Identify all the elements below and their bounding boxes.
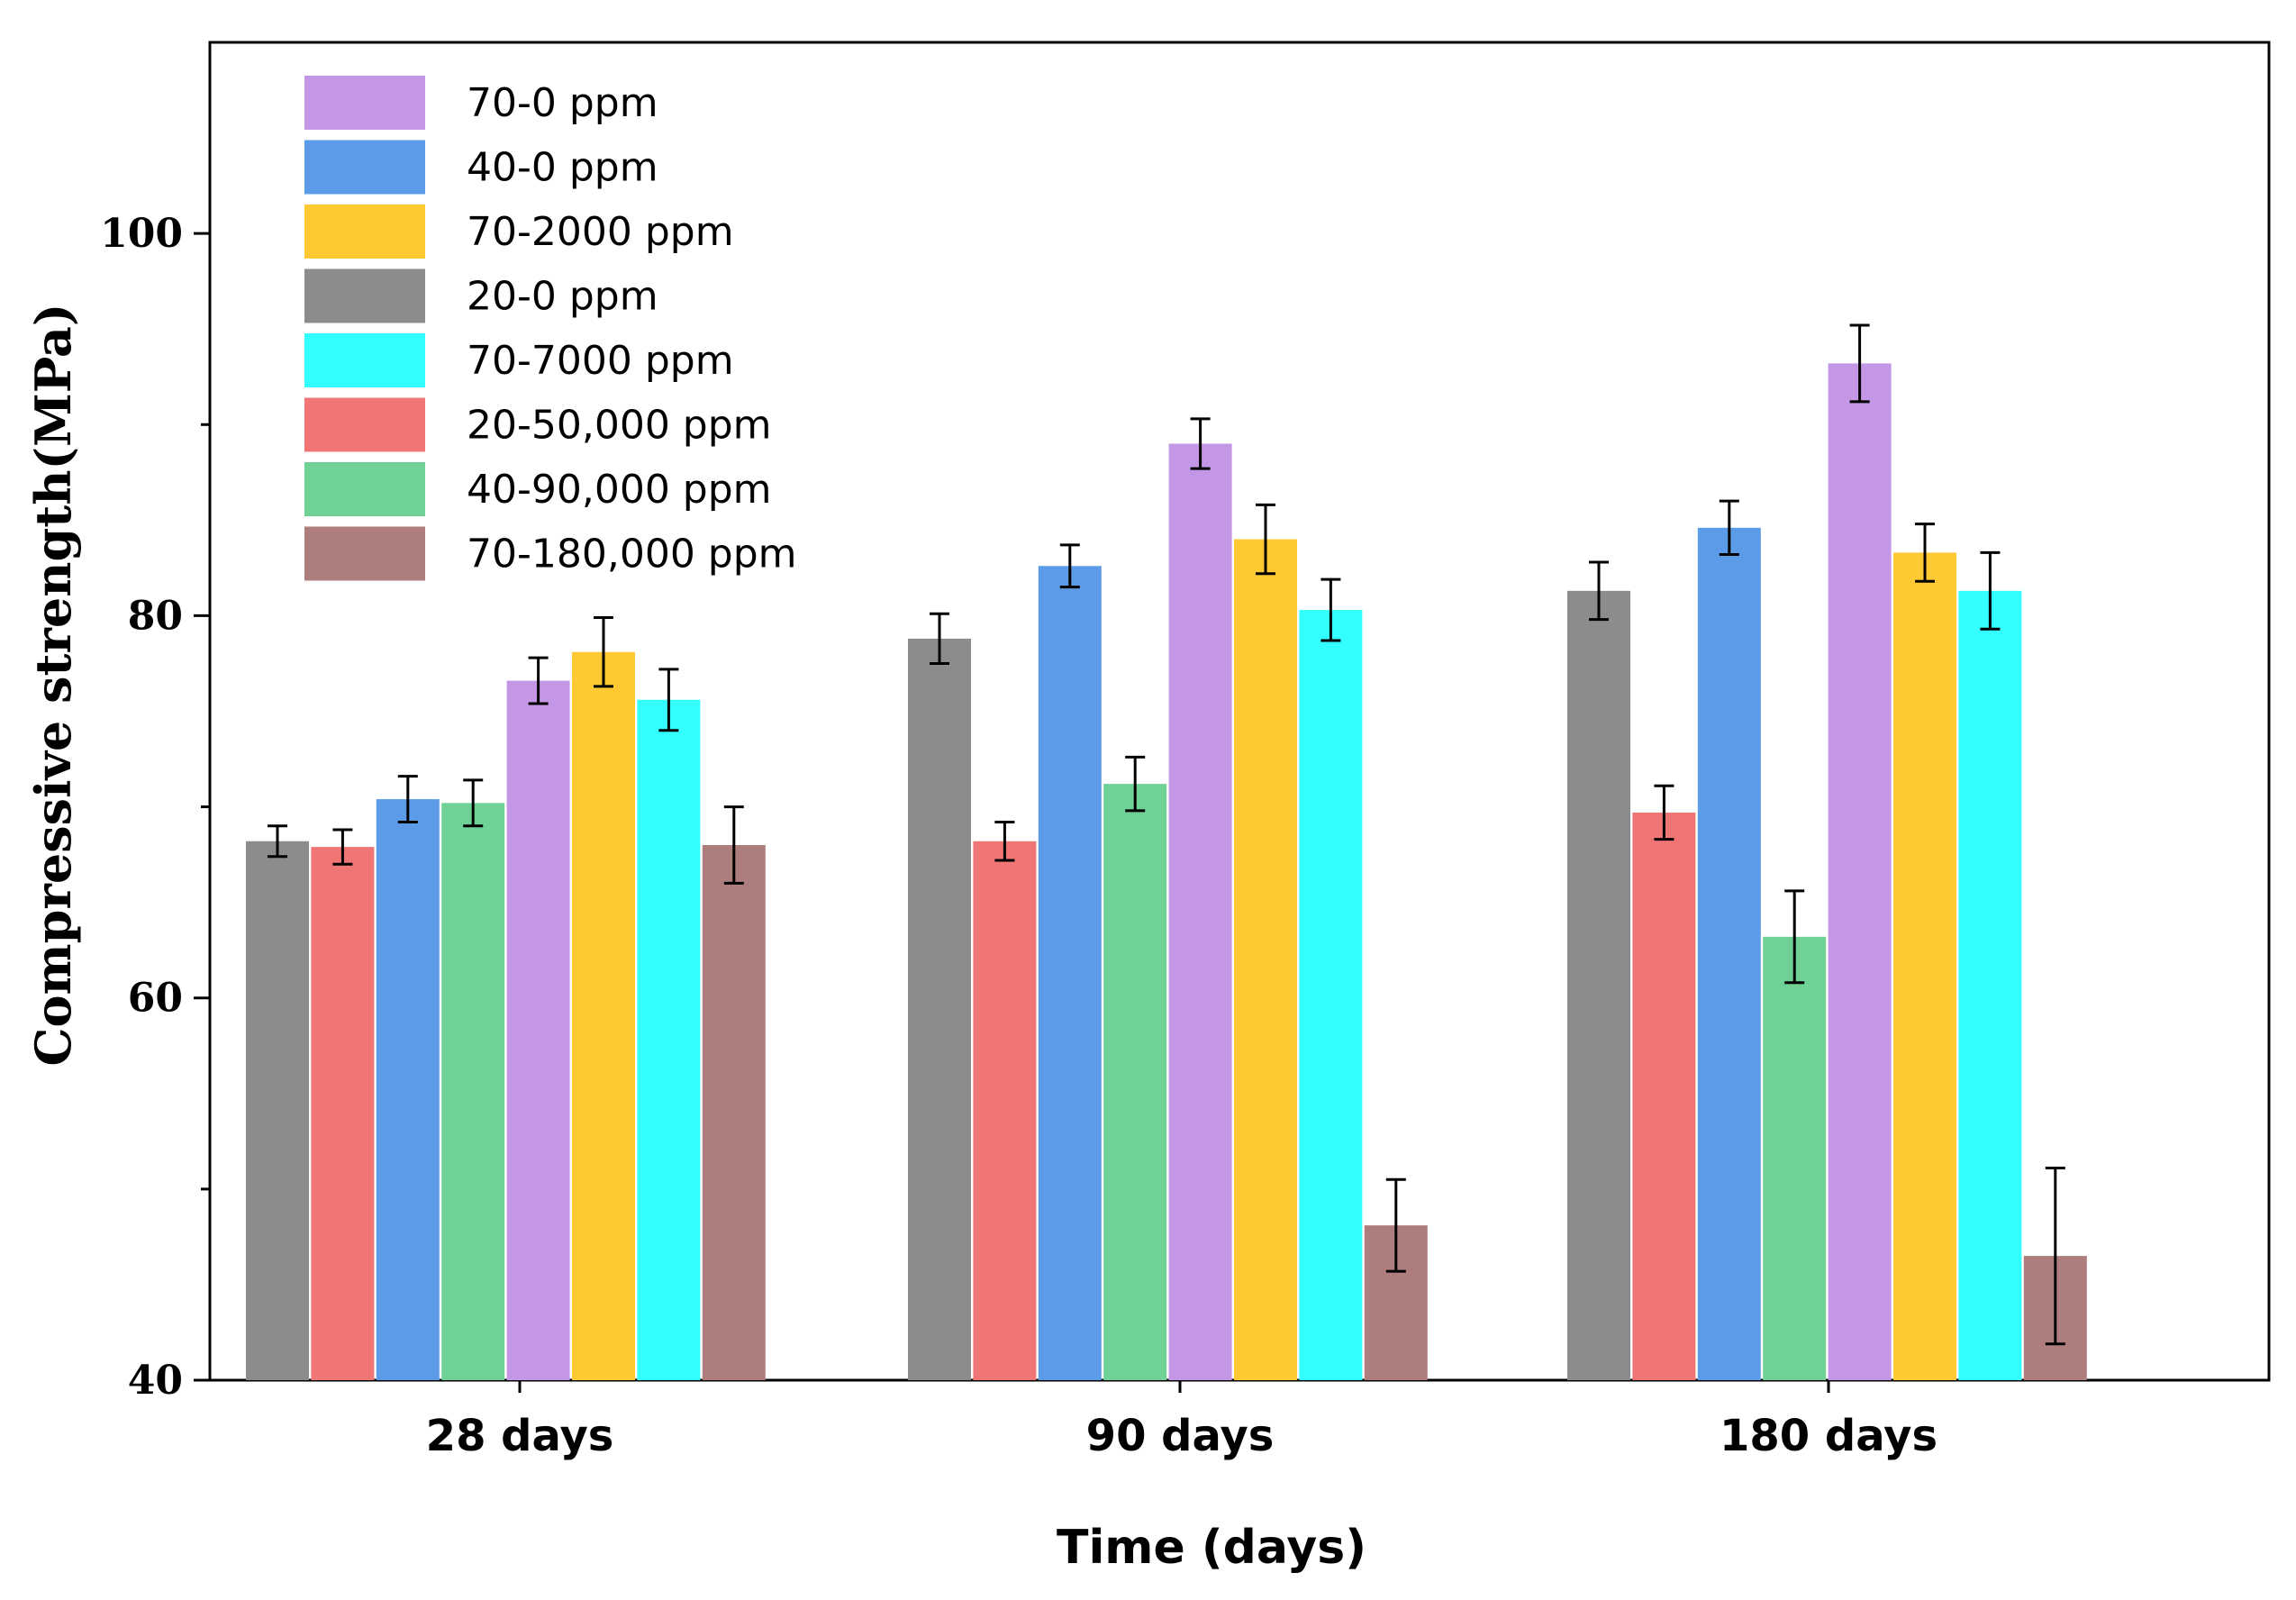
bar [1763,936,1827,1380]
bar [572,651,635,1380]
legend-label: 70-7000 ppm [467,338,734,384]
x-axis: 28 days 90 days 180 days [426,1380,1938,1461]
legend: 70-0 ppm 40-0 ppm 70-2000 ppm 20-0 ppm 70-70… [304,76,797,581]
legend-swatch [304,140,425,195]
legend-label: 70-180,000 ppm [467,532,797,577]
legend-label: 40-90,000 ppm [467,467,772,513]
legend-swatch [304,333,425,387]
y-axis: 40 60 80 100 [100,211,210,1404]
bar [1697,527,1761,1380]
bar [441,803,505,1380]
legend-label: 40-0 ppm [467,145,658,191]
bar [702,845,766,1380]
x-tick-label: 180 days [1720,1411,1938,1461]
legend-swatch [304,268,425,323]
bar [1168,443,1232,1380]
bar [1567,590,1630,1380]
bar [1632,812,1696,1380]
legend-label: 70-0 ppm [467,80,658,126]
bar [311,847,375,1380]
x-tick-label: 90 days [1086,1411,1275,1461]
bar [1299,610,1363,1380]
y-tick-label: 60 [128,976,183,1022]
x-tick-label: 28 days [426,1411,614,1461]
y-tick-label: 40 [128,1358,183,1404]
bar [1893,552,1956,1380]
legend-swatch [304,397,425,452]
bar [1958,590,2022,1380]
bars-layer [246,323,2087,1380]
y-tick-label: 100 [100,211,183,257]
bar [1038,566,1102,1380]
legend-label: 70-2000 ppm [467,209,734,255]
bar [637,699,701,1380]
x-axis-title: Time (days) [1057,1521,1366,1575]
bar [1828,363,1892,1380]
legend-label: 20-0 ppm [467,274,658,320]
y-axis-title: Compressive strength(MPa) [24,304,82,1067]
legend-label: 20-50,000 ppm [467,403,772,449]
legend-swatch [304,205,425,259]
bar [1103,784,1167,1380]
y-tick-label: 80 [128,593,183,639]
bar [376,799,440,1380]
legend-swatch [304,76,425,130]
legend-swatch [304,462,425,516]
bar [1234,539,1297,1380]
legend-swatch [304,526,425,581]
bar [908,638,971,1380]
bar [246,841,309,1380]
bar [506,680,570,1380]
bar [973,841,1037,1380]
